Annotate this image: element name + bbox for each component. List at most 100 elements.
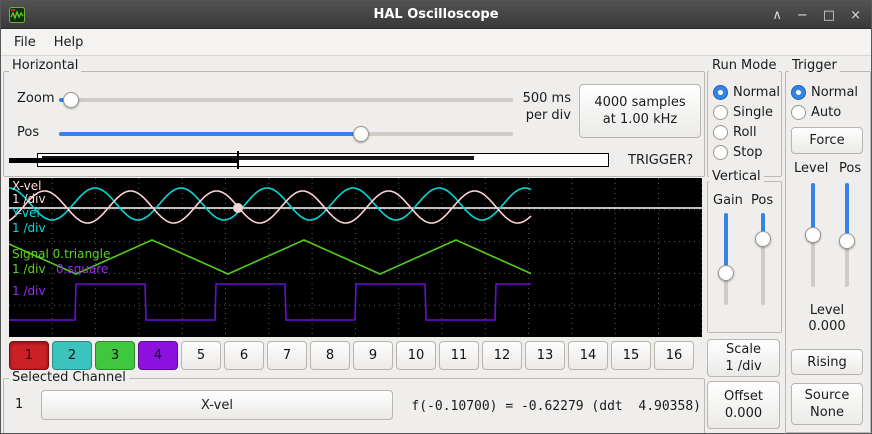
horizontal-panel-label: Horizontal: [9, 58, 82, 73]
minimize-button[interactable]: −: [796, 7, 808, 23]
run-mode-option-roll[interactable]: Roll: [713, 125, 757, 140]
run-mode-radio-normal[interactable]: [713, 85, 728, 100]
run-mode-radio-single[interactable]: [713, 105, 728, 120]
channel-button-12[interactable]: 12: [482, 341, 522, 370]
trigger-level-slider-thumb[interactable]: [805, 227, 821, 243]
vertical-pos-slider-track[interactable]: [761, 213, 765, 305]
trigger-pos-col-label: Pos: [839, 161, 862, 176]
trace-y-vel: [9, 187, 532, 221]
force-button[interactable]: Force: [791, 127, 863, 154]
channel-button-13[interactable]: 13: [525, 341, 565, 370]
trigger-slope-label: Rising: [807, 354, 847, 370]
offset-caption: Offset: [723, 389, 764, 404]
titlebar: HAL Oscilloscope ∧ − □ ×: [1, 1, 871, 29]
menu-file[interactable]: File: [14, 34, 36, 50]
channel-button-14[interactable]: 14: [568, 341, 608, 370]
trigger-marker: [233, 203, 243, 213]
vertical-panel-label: Vertical: [709, 169, 764, 184]
scale-button[interactable]: Scale 1 /div: [707, 339, 780, 377]
offset-value: 0.000: [724, 406, 763, 421]
timeline-trigger-tick: [237, 151, 239, 169]
channel-button-7[interactable]: 7: [267, 341, 307, 370]
timebase-value: 500 ms: [522, 91, 571, 106]
trigger-source-button[interactable]: Source None: [791, 383, 863, 425]
horizontal-panel: [3, 71, 705, 177]
scope-plot: [8, 178, 703, 337]
run-mode-option-stop[interactable]: Stop: [713, 145, 763, 160]
run-mode-option-normal[interactable]: Normal: [713, 85, 780, 100]
gain-slider-thumb[interactable]: [718, 265, 734, 281]
capture-timeline[interactable]: [9, 151, 611, 169]
menubar: File Help: [1, 29, 871, 56]
channel-button-5[interactable]: 5: [181, 341, 221, 370]
channel-button-9[interactable]: 9: [353, 341, 393, 370]
app-icon: [9, 7, 25, 23]
scope-label-x-vel: X-vel: [12, 179, 42, 193]
timebase-units: per div: [525, 108, 571, 123]
gain-slider-fill: [724, 213, 728, 273]
channel-name-label: X-vel: [201, 397, 233, 413]
channel-button-15[interactable]: 15: [611, 341, 651, 370]
timeline-data-extent: [42, 156, 474, 160]
run-mode-radio-stop[interactable]: [713, 145, 728, 160]
samples-button[interactable]: 4000 samples at 1.00 kHz: [579, 84, 701, 138]
trigger-option-auto-label: Auto: [811, 105, 842, 120]
trace-signal-0-triangle: [8, 239, 532, 275]
trigger-query-label: TRIGGER?: [628, 153, 694, 168]
trigger-radio-auto[interactable]: [791, 105, 806, 120]
trigger-option-normal-label: Normal: [811, 85, 859, 100]
channel-readout: f(-0.10700) = -0.62279 (ddt 4.90358): [411, 399, 701, 414]
run-mode-radio-roll[interactable]: [713, 125, 728, 140]
horizontal-pos-slider-thumb[interactable]: [353, 126, 369, 142]
trace-signal-0-square: [9, 283, 531, 321]
scope-display[interactable]: X-vel 1 /div Y-vel 1 /div Signal 0.triangle 1…: [8, 178, 703, 337]
channel-button-8[interactable]: 8: [310, 341, 350, 370]
channel-button-4[interactable]: 4: [138, 341, 178, 370]
channel-button-2[interactable]: 2: [52, 341, 92, 370]
trigger-level-caption: Level: [809, 303, 845, 318]
scope-label-signal-0-triangle: Signal 0.triangle: [12, 247, 111, 261]
samples-rate: at 1.00 kHz: [602, 112, 678, 127]
trigger-option-auto[interactable]: Auto: [791, 105, 841, 120]
gain-col-label: Gain: [713, 193, 743, 208]
shade-button[interactable]: ∧: [772, 7, 782, 23]
trigger-level-value: 0.000: [808, 319, 846, 334]
run-mode-option-roll-label: Roll: [733, 125, 757, 140]
menu-help[interactable]: Help: [53, 34, 84, 50]
vertical-pos-col-label: Pos: [751, 193, 774, 208]
offset-button[interactable]: Offset 0.000: [707, 381, 780, 429]
scope-label-y-vel: Y-vel: [12, 206, 40, 220]
zoom-slider-thumb[interactable]: [63, 92, 79, 108]
scope-label-1-div: 1 /div: [12, 221, 46, 235]
run-mode-option-single[interactable]: Single: [713, 105, 773, 120]
channel-button-3[interactable]: 3: [95, 341, 135, 370]
run-mode-option-normal-label: Normal: [733, 85, 781, 100]
channel-button-1[interactable]: 1: [9, 341, 49, 370]
timeline-view-bar: [9, 158, 239, 163]
channel-row: 1 2 3 4 5 6 7 8 9 10 11 12 13 14 15 16: [9, 341, 694, 370]
maximize-button[interactable]: □: [822, 7, 836, 23]
trigger-option-normal[interactable]: Normal: [791, 85, 858, 100]
selected-channel-index: 1: [15, 397, 24, 412]
close-button[interactable]: ×: [850, 7, 861, 23]
scope-label-1-div: 1 /div: [12, 262, 46, 276]
zoom-label: Zoom: [17, 91, 55, 106]
zoom-slider-track[interactable]: [59, 98, 513, 102]
channel-button-10[interactable]: 10: [396, 341, 436, 370]
scope-label-1-div: 1 /div: [12, 284, 46, 298]
horizontal-pos-slider-fill: [59, 132, 361, 136]
window-title: HAL Oscilloscope: [373, 7, 499, 22]
trigger-level-slider-fill: [811, 183, 815, 235]
channel-button-6[interactable]: 6: [224, 341, 264, 370]
channel-name-button[interactable]: X-vel: [41, 390, 393, 420]
pos-label: Pos: [17, 125, 40, 140]
channel-button-11[interactable]: 11: [439, 341, 479, 370]
vertical-pos-slider-thumb[interactable]: [755, 231, 771, 247]
channel-button-16[interactable]: 16: [654, 341, 694, 370]
trigger-radio-normal[interactable]: [791, 85, 806, 100]
trigger-slope-button[interactable]: Rising: [791, 349, 863, 375]
trigger-pos-slider-thumb[interactable]: [839, 233, 855, 249]
scale-value: 1 /div: [725, 359, 762, 374]
run-mode-panel-label: Run Mode: [709, 58, 780, 73]
vertical-pos-slider-fill: [761, 213, 765, 239]
